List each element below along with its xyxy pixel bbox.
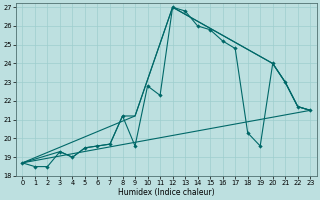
X-axis label: Humidex (Indice chaleur): Humidex (Indice chaleur) [118,188,215,197]
